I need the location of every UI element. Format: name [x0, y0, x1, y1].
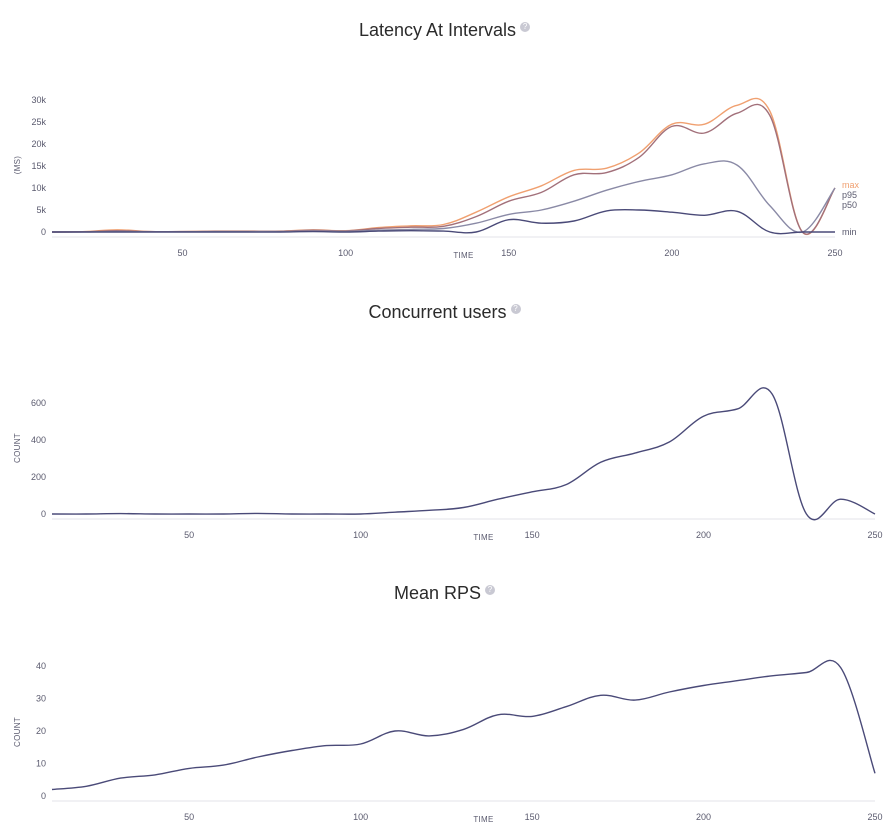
series-label-p50: p50 — [842, 200, 857, 210]
y-tick-label: 0 — [41, 227, 46, 237]
mean-rps-chart: 0 10 20 30 40 50 100 150 200 250 TIME COUNT — [13, 659, 883, 824]
x-axis-label: TIME — [453, 251, 473, 260]
series-line-p95 — [51, 103, 836, 235]
latency-title-text: Latency At Intervals — [358, 20, 517, 40]
x-tick-label: 50 — [184, 812, 194, 822]
help-icon[interactable]: ? — [520, 22, 531, 32]
x-axis-label: TIME — [473, 533, 493, 542]
help-icon[interactable]: ? — [510, 304, 521, 314]
series-label-max: max — [842, 180, 860, 190]
x-tick-label: 200 — [696, 530, 711, 540]
x-tick-label: 100 — [353, 812, 368, 822]
x-tick-label: 50 — [184, 530, 194, 540]
y-axis-label: COUNT — [13, 717, 22, 747]
x-tick-label: 250 — [827, 248, 842, 258]
y-tick-label: 20 — [36, 726, 46, 736]
y-tick-label: 20k — [31, 139, 46, 149]
y-tick-label: 600 — [31, 398, 46, 408]
x-axis-label: TIME — [473, 815, 493, 824]
y-tick-label: 5k — [36, 205, 46, 215]
x-tick-label: 150 — [525, 530, 540, 540]
y-tick-label: 400 — [31, 435, 46, 445]
mean-rps-title-text: Mean RPS — [393, 583, 482, 603]
latency-chart-title: Latency At Intervals? — [0, 20, 889, 41]
series-line-p50 — [51, 160, 836, 233]
y-tick-label: 25k — [31, 117, 46, 127]
x-tick-label: 100 — [353, 530, 368, 540]
y-axis-label: (MS) — [13, 156, 22, 175]
help-icon[interactable]: ? — [485, 585, 496, 595]
x-tick-label: 250 — [867, 530, 882, 540]
series-line-max — [51, 97, 836, 236]
series-line — [51, 659, 876, 791]
series-label-min: min — [842, 227, 857, 237]
concurrent-users-chart-title: Concurrent users? — [0, 302, 889, 323]
concurrent-users-title-text: Concurrent users — [368, 302, 507, 322]
series-label-p95: p95 — [842, 190, 857, 200]
x-tick-label: 150 — [501, 248, 516, 258]
y-tick-label: 0 — [41, 509, 46, 519]
x-tick-label: 200 — [696, 812, 711, 822]
y-tick-label: 40 — [36, 661, 46, 671]
x-tick-label: 150 — [525, 812, 540, 822]
x-tick-label: 250 — [867, 812, 882, 822]
concurrent-users-chart: 0 200 400 600 50 100 150 200 250 TIME COUNT — [13, 387, 883, 542]
x-tick-label: 200 — [664, 248, 679, 258]
y-tick-label: 10 — [36, 759, 46, 769]
y-tick-label: 0 — [41, 791, 46, 801]
y-axis-label: COUNT — [13, 433, 22, 463]
y-tick-label: 200 — [31, 472, 46, 482]
series-line — [51, 387, 876, 521]
x-tick-label: 100 — [338, 248, 353, 258]
mean-rps-chart-title: Mean RPS? — [0, 583, 889, 604]
series-line-min — [51, 208, 835, 235]
latency-chart: 0 5k 10k 15k 20k 25k 30k 50 100 150 200 250 TIME (MS)… — [13, 95, 860, 260]
y-tick-label: 15k — [31, 161, 46, 171]
x-tick-label: 50 — [177, 248, 187, 258]
y-tick-label: 10k — [31, 183, 46, 193]
y-tick-label: 30 — [36, 694, 46, 704]
y-tick-label: 30k — [31, 95, 46, 105]
